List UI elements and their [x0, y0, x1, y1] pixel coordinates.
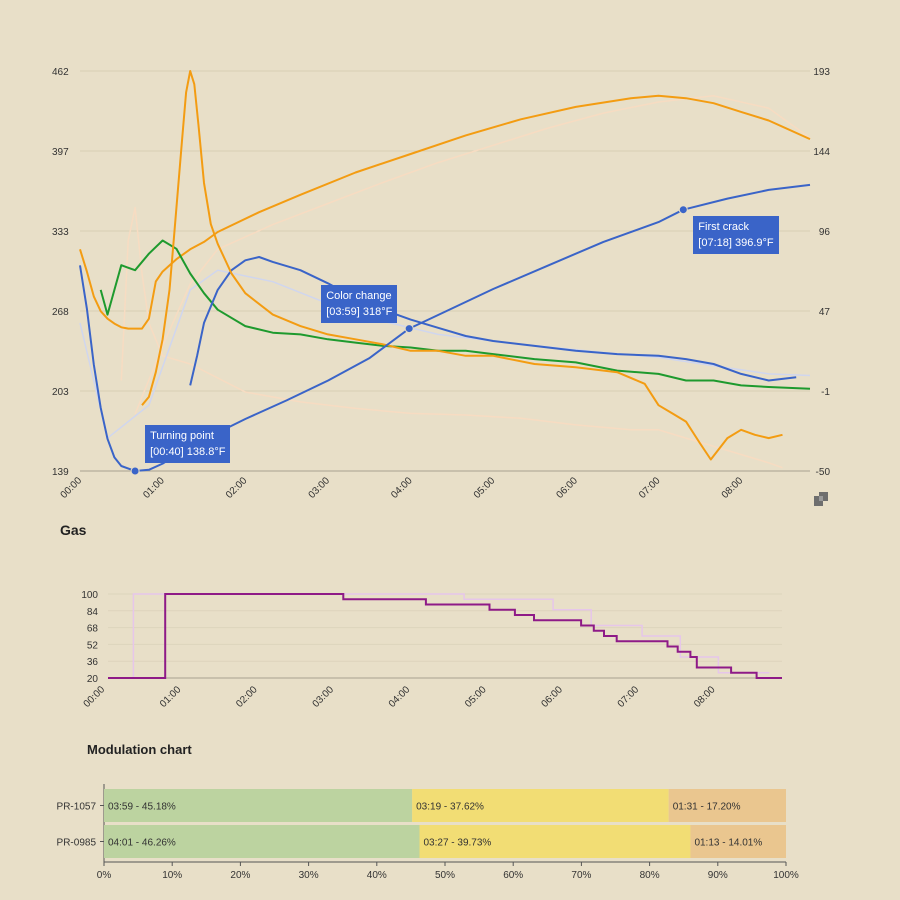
event-first-crack: First crack [07:18] 396.9°F [693, 215, 779, 254]
x-tick-label: 03:00 [311, 684, 337, 710]
bar-segment [104, 825, 420, 858]
bar-segment [104, 789, 413, 822]
x-tick-label: 00:00 [59, 475, 85, 501]
bar-segment [412, 789, 669, 822]
y-right-tick-label: -50 [816, 467, 831, 478]
series-line [134, 95, 811, 415]
x-tick-label: 70% [571, 870, 591, 881]
x-tick-label: 50% [435, 870, 455, 881]
segment-label: 01:13 - 14.01% [694, 838, 762, 849]
y-tick-label: 20 [87, 674, 99, 685]
y-left-tick-label: 139 [52, 467, 69, 478]
modulation-title: Modulation chart [87, 742, 192, 757]
x-tick-label: 08:00 [720, 475, 746, 501]
x-tick-label: 80% [640, 870, 660, 881]
x-tick-label: 06:00 [539, 684, 565, 710]
event-value: [03:59] 318°F [326, 305, 393, 318]
x-tick-label: 07:00 [616, 684, 642, 710]
event-value: [00:40] 138.8°F [150, 446, 226, 458]
series-line [79, 183, 811, 472]
x-tick-label: 100% [773, 870, 799, 881]
y-right-tick-label: 96 [819, 227, 831, 238]
segment-label: 04:01 - 46.26% [108, 838, 176, 849]
x-tick-label: 05:00 [472, 475, 498, 501]
y-tick-label: 84 [87, 607, 99, 618]
x-tick-label: 03:00 [307, 475, 333, 501]
gas-title: Gas [60, 522, 87, 538]
logo-icon[interactable] [812, 490, 830, 508]
event-value: [07:18] 396.9°F [698, 236, 774, 249]
x-tick-label: 02:00 [234, 684, 260, 710]
series-line [79, 94, 811, 330]
segment-label: 03:59 - 45.18% [108, 802, 176, 813]
y-tick-label: 36 [87, 657, 99, 668]
series-line [99, 239, 811, 390]
x-tick-label: 02:00 [224, 475, 250, 501]
category-label: PR-1057 [57, 802, 97, 813]
x-tick-label: 0% [97, 870, 112, 881]
y-tick-label: 68 [87, 624, 99, 635]
y-left-tick-label: 203 [52, 387, 69, 398]
bar-segment [668, 789, 786, 822]
x-tick-label: 30% [299, 870, 319, 881]
x-tick-label: 01:00 [141, 475, 167, 501]
event-marker [678, 205, 688, 215]
y-left-tick-label: 268 [52, 307, 69, 318]
x-tick-label: 60% [503, 870, 523, 881]
segment-label: 03:19 - 37.62% [416, 802, 484, 813]
event-color-change: Color change [03:59] 318°F [321, 284, 398, 323]
x-tick-label: 04:00 [387, 684, 413, 710]
x-tick-label: 08:00 [692, 684, 718, 710]
event-marker [130, 466, 140, 476]
y-right-tick-label: -1 [821, 387, 830, 398]
x-tick-label: 00:00 [82, 684, 108, 710]
y-tick-label: 52 [87, 640, 99, 651]
segment-label: 03:27 - 39.73% [423, 838, 491, 849]
event-label: Color change [326, 289, 392, 302]
bar-segment [690, 825, 786, 858]
series-line [79, 269, 811, 439]
x-tick-label: 40% [367, 870, 387, 881]
event-turning-point: Turning point [00:40] 138.8°F [145, 425, 231, 463]
series-line [141, 70, 783, 461]
event-label: Turning point [150, 430, 214, 442]
bar-segment [419, 825, 691, 858]
x-tick-label: 04:00 [389, 475, 415, 501]
x-tick-label: 90% [708, 870, 728, 881]
series-line [189, 256, 797, 386]
segment-label: 01:31 - 17.20% [673, 802, 741, 813]
y-tick-label: 100 [81, 590, 98, 601]
modulation-chart: PR-1057 03:59 - 45.18% 03:19 - 37.62% 01:31… [57, 784, 799, 881]
x-tick-label: 01:00 [158, 684, 184, 710]
x-tick-label: 05:00 [463, 684, 489, 710]
y-right-tick-label: 144 [813, 147, 830, 158]
x-tick-label: 06:00 [554, 475, 580, 501]
series-line [120, 206, 783, 469]
y-right-tick-label: 193 [813, 67, 830, 78]
x-tick-label: 20% [230, 870, 250, 881]
y-left-tick-label: 462 [52, 67, 69, 78]
event-label: First crack [698, 220, 750, 233]
category-label: PR-0985 [57, 838, 97, 849]
y-left-tick-label: 397 [52, 147, 69, 158]
y-right-tick-label: 47 [819, 307, 831, 318]
y-left-tick-label: 333 [52, 227, 69, 238]
event-marker [404, 324, 414, 334]
gas-line [108, 593, 782, 679]
roast-chart: 462 397 333 268 203 139 193 144 96 47 -1 -50 00:00 01… [52, 67, 831, 501]
x-tick-label: 07:00 [637, 475, 663, 501]
gas-line [108, 593, 770, 679]
x-tick-label: 10% [162, 870, 182, 881]
